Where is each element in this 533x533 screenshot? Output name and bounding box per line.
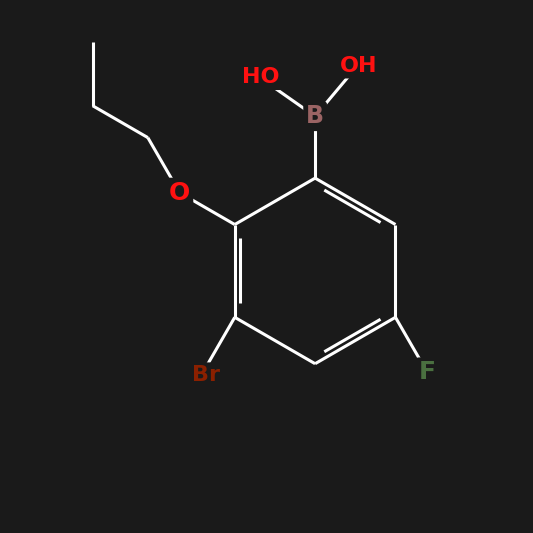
- Text: OH: OH: [340, 56, 378, 76]
- Text: Br: Br: [192, 365, 221, 385]
- Text: O: O: [169, 181, 190, 205]
- Text: F: F: [419, 360, 436, 384]
- Text: B: B: [306, 104, 324, 128]
- Text: HO: HO: [242, 67, 279, 87]
